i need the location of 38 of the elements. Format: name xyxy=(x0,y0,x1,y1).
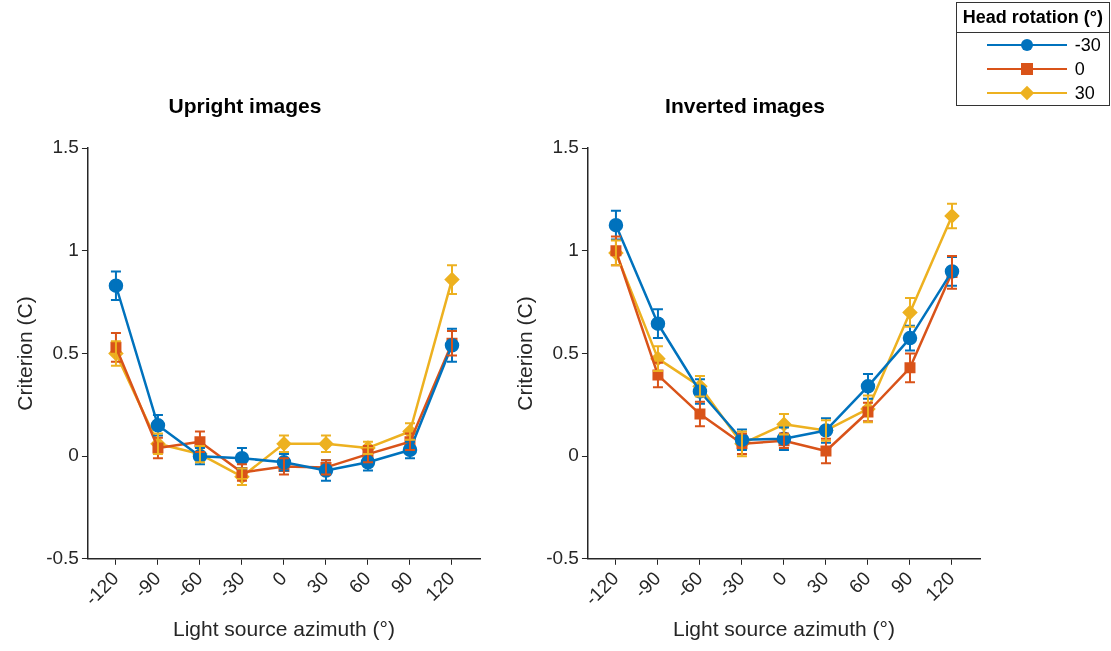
legend-title: Head rotation (°) xyxy=(956,3,1109,33)
x-tick-label: -120 xyxy=(580,567,623,610)
x-tick-label: 0 xyxy=(768,567,791,590)
y-axis-title: Criterion (C) xyxy=(513,296,537,411)
x-tick-label: -30 xyxy=(214,567,249,602)
x-tick-label: -90 xyxy=(630,567,665,602)
x-tick-label: 0 xyxy=(268,567,291,590)
x-tick-label: 90 xyxy=(386,567,417,598)
x-tick-label: -60 xyxy=(172,567,207,602)
x-tick-label: 60 xyxy=(844,567,875,598)
y-tick-label: 1 xyxy=(568,239,579,261)
x-tick-label: -90 xyxy=(130,567,165,602)
x-axis-title: Light source azimuth (°) xyxy=(672,617,895,641)
y-tick-label: 1.5 xyxy=(52,136,79,158)
y-tick-label: 1.5 xyxy=(552,136,579,158)
x-tick-label: 60 xyxy=(344,567,375,598)
y-tick-label: 0 xyxy=(568,444,579,466)
chart-title: Upright images xyxy=(168,94,322,118)
x-tick-label: -120 xyxy=(80,567,123,610)
y-tick-label: 0.5 xyxy=(552,341,579,363)
legend-label: -30 xyxy=(1074,34,1101,56)
chart-title: Inverted images xyxy=(665,94,825,118)
x-tick-label: 30 xyxy=(302,567,333,598)
y-tick-label: -0.5 xyxy=(46,547,79,569)
x-tick-label: -60 xyxy=(672,567,707,602)
legend-label: 30 xyxy=(1074,82,1095,104)
x-tick-label: 90 xyxy=(886,567,917,598)
x-axis-title: Light source azimuth (°) xyxy=(172,617,395,641)
x-tick-label: 30 xyxy=(802,567,833,598)
y-tick-label: 0 xyxy=(68,444,79,466)
legend-label: 0 xyxy=(1074,58,1085,80)
y-axis-title: Criterion (C) xyxy=(13,296,37,411)
x-tick-label: 120 xyxy=(421,567,459,605)
y-tick-label: -0.5 xyxy=(546,547,579,569)
y-tick-label: 0.5 xyxy=(52,341,79,363)
x-tick-label: 120 xyxy=(921,567,959,605)
y-tick-label: 1 xyxy=(68,239,79,261)
x-tick-label: -30 xyxy=(714,567,749,602)
